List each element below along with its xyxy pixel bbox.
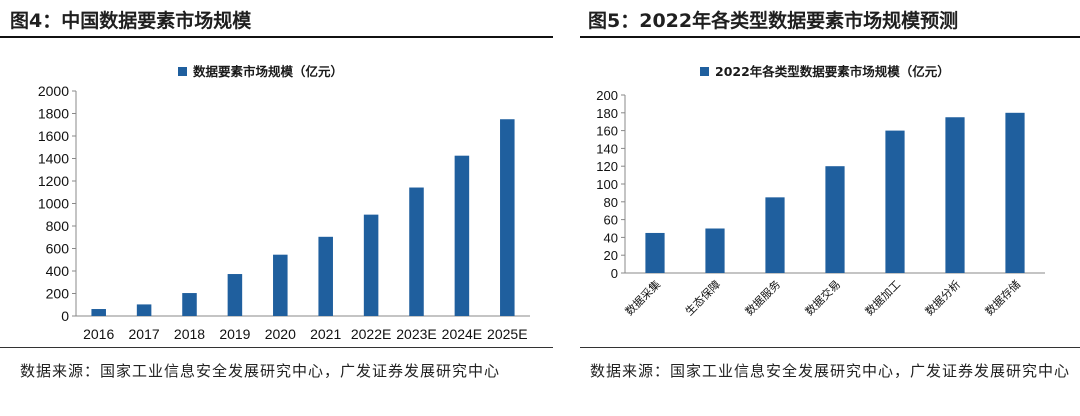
left-bar: [273, 254, 288, 316]
left-bar: [500, 119, 515, 316]
left-y-tick-label: 0: [61, 308, 69, 324]
right-source-note: 数据来源：国家工业信息安全发展研究中心，广发证券发展研究中心: [590, 362, 1071, 380]
right-bar-chart: 2022年各类型数据要素市场规模（亿元） 0 20 40 60 80 100 120 140 16…: [596, 64, 1045, 318]
left-y-tick-label: 2000: [38, 83, 69, 99]
right-y-tick-label: 20: [604, 248, 618, 263]
left-bar: [227, 274, 243, 316]
right-bar: [885, 130, 905, 273]
left-source-note: 数据来源：国家工业信息安全发展研究中心，广发证券发展研究中心: [20, 362, 501, 380]
right-title-rule: [580, 36, 1080, 38]
left-x-tick-label: 2017: [129, 326, 160, 342]
left-bar: [318, 236, 333, 316]
left-y-tick-label: 1200: [38, 173, 69, 189]
right-y-tick-label: 180: [596, 106, 618, 121]
right-x-tick-label: 数据交易: [802, 277, 843, 318]
left-bar: [136, 304, 152, 316]
left-x-tick-label: 2025E: [487, 326, 527, 342]
left-x-tick-label: 2020: [265, 326, 296, 342]
left-y-tick-label: 1000: [38, 196, 69, 212]
left-y-tick-label: 1600: [38, 128, 69, 144]
right-bar: [645, 232, 665, 273]
right-bar: [705, 228, 725, 273]
right-y-tick-label: 100: [596, 177, 618, 192]
right-bar: [825, 166, 845, 273]
left-bar: [182, 293, 197, 316]
right-y-tick-label: 140: [596, 141, 618, 156]
left-legend-label: 数据要素市场规模（亿元）: [192, 64, 343, 79]
left-figure-title: 图4：中国数据要素市场规模: [10, 10, 252, 32]
left-legend-swatch: [178, 67, 187, 76]
right-figure-title: 图5：2022年各类型数据要素市场规模预测: [588, 10, 959, 32]
left-x-tick-label: 2018: [174, 326, 205, 342]
right-source-rule: [580, 347, 1080, 348]
right-y-tick-label: 80: [604, 195, 618, 210]
left-title-rule: [0, 36, 553, 38]
right-bar: [765, 197, 785, 273]
right-x-tick-label: 数据存储: [982, 277, 1023, 318]
left-y-tick-label: 200: [46, 286, 70, 302]
left-y-tick-label: 1400: [38, 151, 69, 167]
right-y-tick-label: 160: [596, 124, 618, 139]
left-bar: [91, 309, 106, 316]
right-y-tick-label: 120: [596, 159, 618, 174]
right-y-tick-label: 0: [611, 266, 618, 281]
right-bar: [1005, 112, 1025, 273]
left-x-tick-label: 2024E: [442, 326, 482, 342]
left-bar: [363, 214, 379, 316]
left-y-tick-label: 1800: [38, 106, 69, 122]
right-legend-label: 2022年各类型数据要素市场规模（亿元）: [715, 64, 950, 79]
right-x-tick-label: 数据服务: [742, 277, 783, 318]
right-x-tick-label: 数据分析: [922, 277, 963, 318]
left-x-tick-label: 2022E: [351, 326, 391, 342]
right-bar: [945, 117, 965, 273]
right-legend-swatch: [700, 67, 709, 76]
left-bar: [409, 187, 424, 316]
right-x-tick-label: 数据采集: [622, 277, 663, 318]
left-source-rule: [0, 347, 553, 348]
left-x-tick-label: 2023E: [396, 326, 436, 342]
left-legend: 数据要素市场规模（亿元）: [178, 64, 343, 79]
right-legend: 2022年各类型数据要素市场规模（亿元）: [700, 64, 950, 79]
left-x-tick-label: 2021: [310, 326, 341, 342]
right-x-tick-label: 生态保障: [682, 277, 723, 318]
right-y-tick-label: 200: [596, 88, 618, 103]
left-figure-panel: 图4：中国数据要素市场规模 数据要素市场规模（亿元） 0 200 400 600 800 1…: [0, 10, 553, 380]
left-x-tick-label: 2016: [83, 326, 114, 342]
left-bar-chart: 数据要素市场规模（亿元） 0 200 400 600 800 1000 1200 1400 160…: [38, 64, 530, 342]
right-y-tick-label: 60: [604, 213, 618, 228]
right-y-tick-label: 40: [604, 230, 618, 245]
left-y-tick-label: 600: [46, 241, 70, 257]
right-figure-panel: 图5：2022年各类型数据要素市场规模预测 2022年各类型数据要素市场规模（亿…: [580, 0, 1080, 416]
left-x-tick-label: 2019: [219, 326, 250, 342]
left-bar: [454, 155, 470, 316]
left-y-tick-label: 800: [46, 218, 70, 234]
right-x-tick-label: 数据加工: [862, 277, 903, 318]
left-y-tick-label: 400: [46, 263, 70, 279]
